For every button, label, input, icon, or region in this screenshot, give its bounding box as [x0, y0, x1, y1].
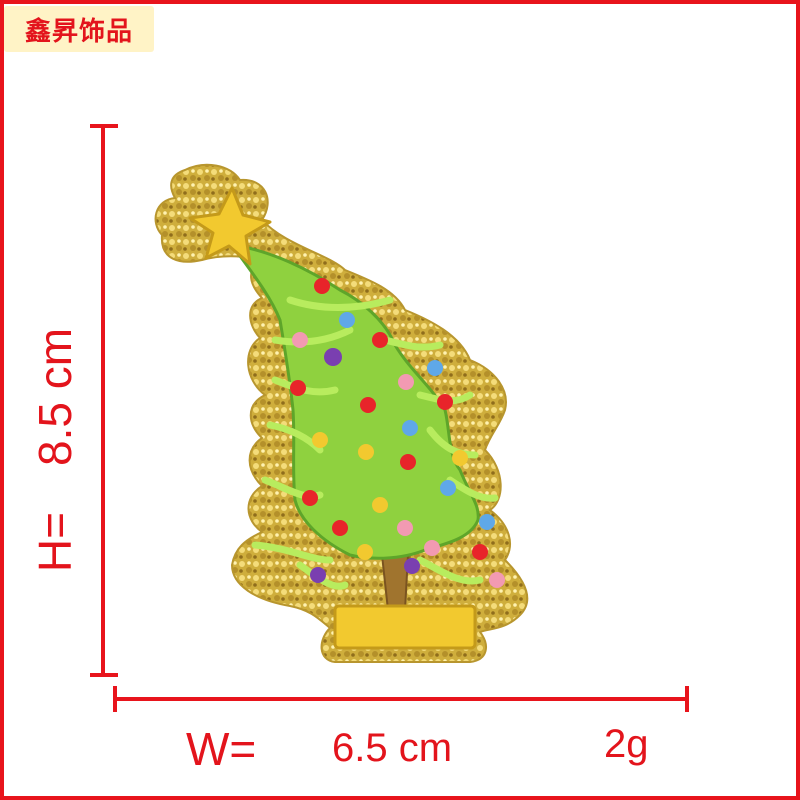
tree-stand — [333, 604, 477, 650]
width-value: 6.5 cm — [332, 726, 453, 770]
tree-star — [188, 186, 272, 266]
width-prefix: W= — [186, 723, 257, 775]
tree-ornaments — [290, 278, 505, 588]
height-label: H= 8.5 cm — [28, 328, 82, 572]
height-prefix: H= — [29, 511, 81, 573]
height-dimension-line — [90, 124, 118, 677]
weight-value: 2g — [604, 722, 649, 766]
brand-label: 鑫昇饰品 — [4, 6, 154, 52]
tree-body — [228, 243, 480, 560]
height-value: 8.5 cm — [29, 327, 81, 466]
width-dimension-line — [113, 686, 689, 712]
